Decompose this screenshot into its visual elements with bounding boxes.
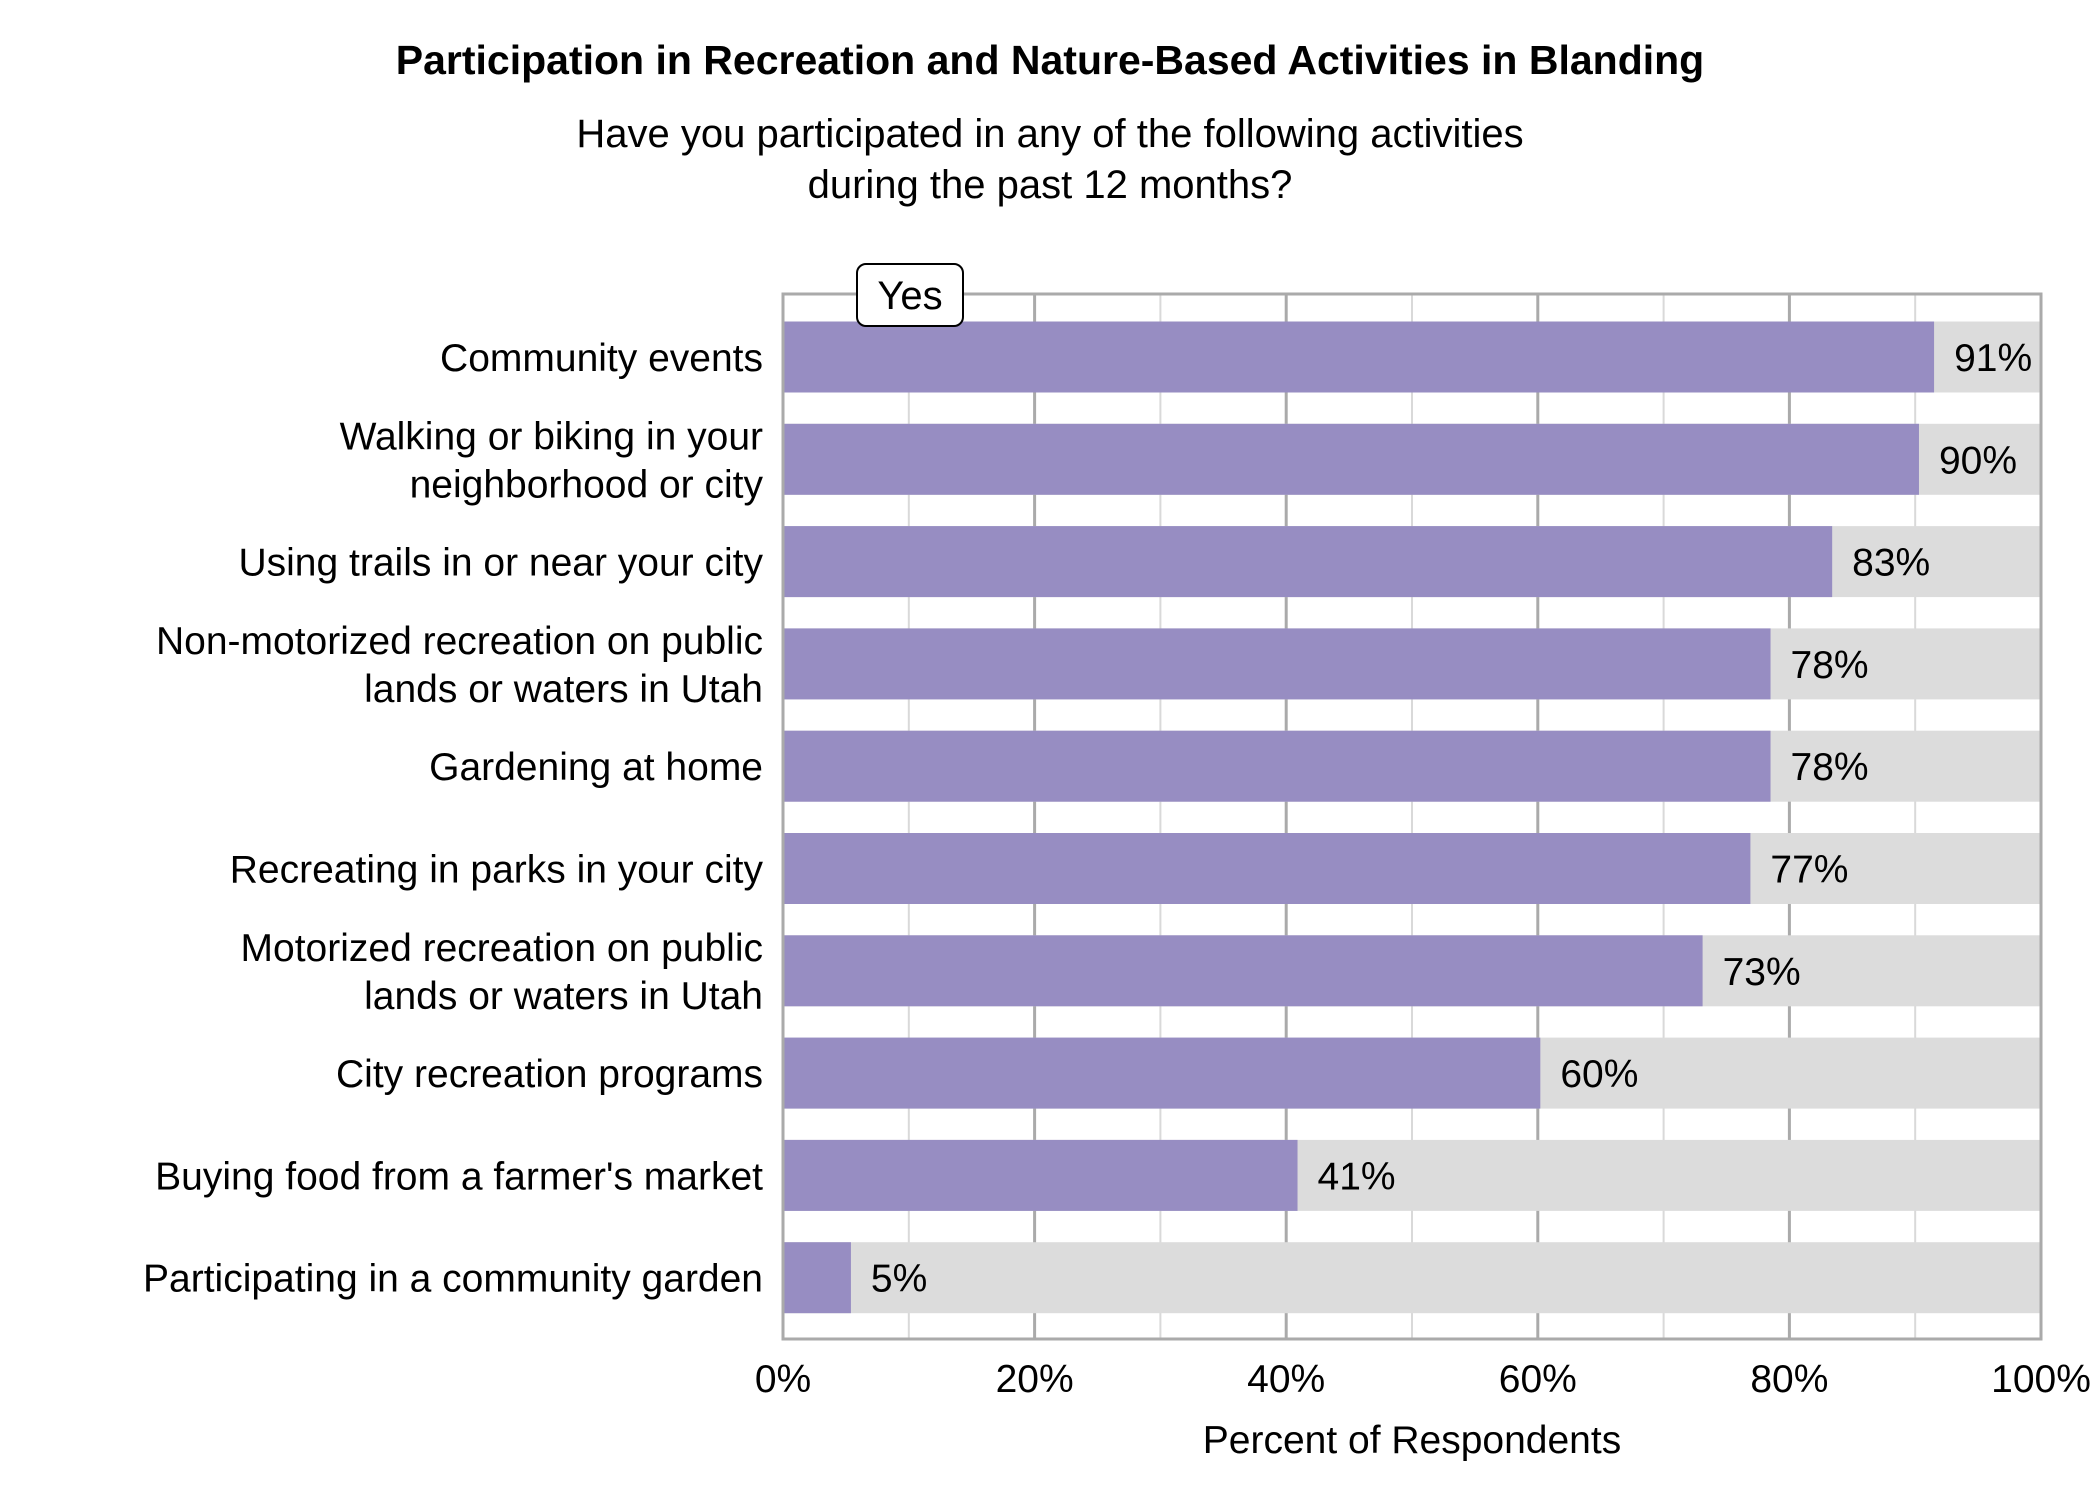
bar-yes xyxy=(783,423,1919,495)
x-tick-label: 80% xyxy=(1750,1358,1828,1401)
data-label: 78% xyxy=(1791,644,1869,687)
bar-yes xyxy=(783,1242,851,1314)
bar-yes xyxy=(783,628,1771,700)
x-ticks: 0% 20% 40% 60% 80% 100% xyxy=(755,1358,2091,1401)
data-label: 83% xyxy=(1852,542,1930,585)
category-label: Buying food from a farmer's market xyxy=(155,1155,763,1198)
category-labels: Community events Walking or biking in you… xyxy=(143,337,763,1301)
bar-yes xyxy=(783,730,1771,802)
category-label: lands or waters in Utah xyxy=(364,975,763,1018)
chart-title: Participation in Recreation and Nature-B… xyxy=(396,37,1704,83)
bar-remainder xyxy=(783,1242,2041,1314)
bar-yes xyxy=(783,935,1703,1007)
x-tick-label: 20% xyxy=(996,1358,1074,1401)
data-label: 5% xyxy=(871,1258,927,1301)
data-label: 41% xyxy=(1318,1155,1396,1198)
chart-subtitle-line-2: during the past 12 months? xyxy=(808,163,1293,207)
data-label: 77% xyxy=(1770,849,1848,892)
category-label: Recreating in parks in your city xyxy=(230,849,764,892)
bar-yes xyxy=(783,1037,1541,1109)
category-label: Gardening at home xyxy=(429,746,763,789)
category-label: Participating in a community garden xyxy=(143,1258,763,1301)
legend-label: Yes xyxy=(877,274,942,318)
category-label: Motorized recreation on public xyxy=(241,927,763,970)
x-tick-label: 100% xyxy=(1991,1358,2091,1401)
bar-yes xyxy=(783,1139,1298,1211)
chart-subtitle-line-1: Have you participated in any of the foll… xyxy=(576,112,1523,156)
x-tick-label: 60% xyxy=(1499,1358,1577,1401)
plot-border xyxy=(781,292,2043,1341)
category-label: lands or waters in Utah xyxy=(364,668,763,711)
x-tick-label: 40% xyxy=(1247,1358,1325,1401)
category-label: City recreation programs xyxy=(336,1053,763,1096)
data-label: 91% xyxy=(1954,337,2032,380)
x-axis-title: Percent of Respondents xyxy=(1203,1419,1621,1462)
bars: 91% 90% 83% 78% 78% 77% 73% 60% 41% 5% xyxy=(783,321,2041,1314)
data-label: 73% xyxy=(1723,951,1801,994)
bar-yes xyxy=(783,321,1935,393)
category-label: Non-motorized recreation on public xyxy=(156,620,763,663)
data-label: 78% xyxy=(1791,746,1869,789)
category-label: Using trails in or near your city xyxy=(238,542,763,585)
legend: Yes xyxy=(856,263,964,327)
category-label: Community events xyxy=(440,337,763,380)
legend-box xyxy=(856,263,964,327)
x-tick-label: 0% xyxy=(755,1358,811,1401)
category-label: Walking or biking in your xyxy=(340,415,763,458)
bar-yes xyxy=(783,526,1833,598)
bar-yes xyxy=(783,833,1751,904)
category-label: neighborhood or city xyxy=(410,463,764,506)
data-label: 90% xyxy=(1939,439,2017,482)
data-label: 60% xyxy=(1560,1053,1638,1096)
